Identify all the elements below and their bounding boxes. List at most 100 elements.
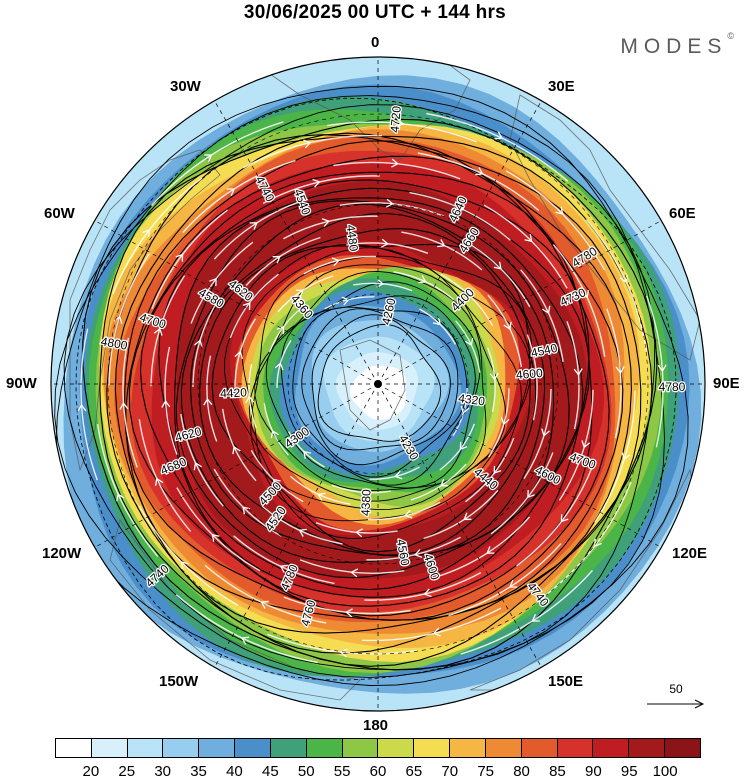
brand-logo: MODES© bbox=[620, 31, 734, 59]
contour-label: 4780 bbox=[659, 380, 686, 394]
colorbar-tick-label: 65 bbox=[405, 763, 423, 780]
reference-vector-label: 50 bbox=[669, 682, 683, 696]
colorbar-swatch bbox=[342, 739, 379, 757]
streamline-arrow bbox=[404, 509, 413, 519]
colorbar-swatch bbox=[56, 739, 92, 757]
streamline-arrow bbox=[180, 561, 189, 570]
contour-label: 4560 bbox=[394, 538, 412, 567]
colorbar-tick-label: 50 bbox=[297, 763, 315, 780]
streamline-arrow bbox=[493, 261, 502, 270]
streamline-arrow bbox=[359, 488, 368, 498]
streamline-arrow bbox=[500, 417, 510, 426]
colorbar-swatch bbox=[270, 739, 307, 757]
meridian-line bbox=[214, 100, 379, 385]
height-contour bbox=[139, 179, 590, 607]
lon-label-120w: 120W bbox=[42, 545, 82, 562]
streamline-arrow bbox=[573, 368, 583, 376]
colorbar-tick-label: 45 bbox=[261, 763, 279, 780]
streamline-arrow bbox=[234, 350, 244, 359]
meridian-line bbox=[377, 220, 662, 385]
streamline-arrow bbox=[493, 465, 502, 475]
colorbar-swatch bbox=[91, 739, 128, 757]
height-contour bbox=[292, 306, 468, 478]
streamline-arrow bbox=[560, 514, 569, 523]
height-contour bbox=[241, 247, 531, 522]
streamline-arrow bbox=[154, 477, 164, 486]
lon-label-150e: 150E bbox=[548, 673, 584, 690]
streamline-arrow bbox=[463, 289, 472, 298]
reference-vector: 50 bbox=[646, 682, 706, 712]
streamline-arrow bbox=[203, 397, 213, 406]
height-contour bbox=[180, 203, 555, 563]
streamline-arrow bbox=[432, 627, 441, 637]
streamlines bbox=[77, 112, 667, 664]
height-contour bbox=[128, 171, 593, 617]
streamline-arrow bbox=[542, 305, 551, 315]
colorbar-tick-label: 70 bbox=[441, 763, 459, 780]
streamline-arrow bbox=[391, 158, 399, 168]
map-border bbox=[50, 56, 706, 712]
streamline-arrow bbox=[260, 600, 269, 609]
streamline-arrow bbox=[541, 428, 550, 437]
coastline-segment bbox=[109, 519, 361, 701]
colorbar-labels: 20 25 30 35 40 45 50 55 60 65 70 75 80 85 90 95 100 bbox=[55, 763, 701, 781]
streamline-arrow bbox=[241, 636, 250, 645]
height-contour bbox=[106, 134, 642, 654]
streamline-arrow bbox=[274, 362, 284, 371]
colorbar-tick-label: 75 bbox=[477, 763, 494, 780]
streamline-arrow bbox=[175, 253, 184, 262]
height-contour bbox=[174, 197, 584, 591]
colorbar-tick-label: 40 bbox=[226, 763, 243, 780]
streamline-arrow bbox=[531, 614, 540, 622]
height-contour bbox=[175, 200, 570, 579]
streamline-arrow bbox=[432, 317, 441, 326]
colorbar-tick-label: 25 bbox=[118, 763, 136, 780]
height-contour bbox=[55, 85, 689, 686]
meridian-line bbox=[214, 383, 379, 668]
north-pole-marker bbox=[374, 380, 382, 388]
streamline-arrow bbox=[524, 234, 533, 243]
colorbar-swatch bbox=[665, 739, 700, 757]
streamline-arrow bbox=[272, 478, 281, 487]
streamline-arrow bbox=[339, 648, 348, 658]
height-contour bbox=[54, 95, 665, 678]
streamline-arrow bbox=[249, 222, 258, 230]
latitude-circle bbox=[287, 293, 469, 475]
contour-label: 4380 bbox=[358, 489, 373, 517]
streamline-arrow bbox=[463, 512, 472, 521]
height-contour bbox=[301, 308, 459, 466]
streamline-arrow bbox=[312, 178, 321, 188]
streamline-arrow bbox=[331, 257, 340, 267]
streamline-arrow bbox=[594, 538, 602, 547]
colorbar-swatch bbox=[306, 739, 343, 757]
streamline-arrow bbox=[142, 229, 150, 238]
contour-label: 4540 bbox=[530, 341, 559, 361]
streamline-arrow bbox=[503, 321, 512, 331]
streamline-arrow bbox=[242, 301, 251, 311]
colorbar-tick-label: 100 bbox=[652, 763, 678, 780]
colorbar-swatch bbox=[521, 739, 558, 757]
streamline-arrow bbox=[531, 370, 541, 379]
colorbar-tick-label: 80 bbox=[513, 763, 530, 780]
streamline-arrow bbox=[437, 239, 446, 248]
streamline-arrow bbox=[460, 405, 470, 414]
streamline-arrow bbox=[303, 450, 312, 459]
streamline-arrow bbox=[619, 274, 628, 283]
streamline-arrow bbox=[657, 364, 667, 373]
streamline-arrow bbox=[385, 198, 394, 208]
streamline-arrow bbox=[232, 445, 241, 455]
colorbar-tick-label: 95 bbox=[620, 763, 638, 780]
streamline-arrow bbox=[459, 441, 468, 451]
streamline-arrow bbox=[413, 549, 423, 558]
colorbar-tick-label: 85 bbox=[549, 763, 566, 780]
streamline-arrow bbox=[153, 327, 163, 336]
height-contour bbox=[125, 155, 610, 621]
streamline-arrow bbox=[380, 238, 389, 248]
coastline-segment bbox=[248, 57, 471, 161]
lon-label-90w: 90W bbox=[6, 375, 37, 392]
colorbar-swatch bbox=[163, 739, 200, 757]
streamline-arrow bbox=[615, 366, 625, 374]
lon-label-30w: 30W bbox=[170, 78, 201, 95]
streamline-arrow bbox=[555, 206, 564, 215]
